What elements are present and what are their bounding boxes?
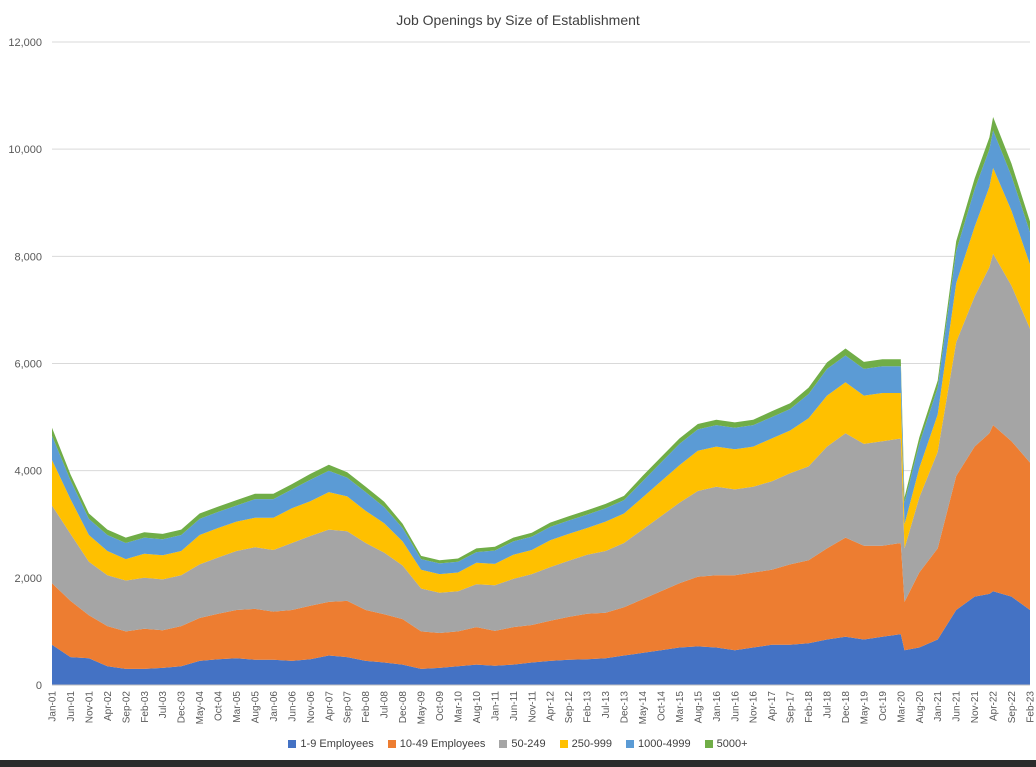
- legend-item: 5000+: [704, 738, 748, 750]
- legend-item: 1-9 Employees: [288, 738, 374, 750]
- x-tick-label: Aug-05: [251, 691, 262, 724]
- x-tick-label: Jun-21: [952, 691, 963, 722]
- x-tick-label: Aug-15: [693, 691, 704, 724]
- x-tick-label: Apr-07: [324, 691, 335, 721]
- legend-label: 10-49 Employees: [399, 738, 486, 750]
- x-tick-label: May-09: [417, 691, 428, 725]
- legend: 1-9 Employees 10-49 Employees 50-249 250-99…: [0, 738, 1036, 750]
- x-tick-label: Aug-20: [915, 691, 926, 724]
- legend-swatch: [559, 740, 568, 748]
- legend-swatch: [704, 740, 713, 748]
- window-bottom-bar: [0, 760, 1036, 767]
- x-tick-label: Apr-02: [103, 691, 114, 721]
- legend-swatch: [288, 740, 297, 748]
- y-tick-label: 8,000: [14, 251, 42, 263]
- x-tick-label: Nov-16: [749, 691, 760, 724]
- x-tick-label: Apr-22: [989, 691, 1000, 721]
- x-tick-label: Mar-20: [896, 691, 907, 723]
- legend-item: 10-49 Employees: [387, 738, 486, 750]
- x-tick-label: Oct-19: [878, 691, 889, 721]
- y-tick-label: 4,000: [14, 466, 42, 478]
- x-tick-label: Nov-06: [306, 691, 317, 724]
- x-tick-label: Oct-04: [214, 691, 225, 721]
- x-tick-label: Feb-13: [583, 691, 594, 723]
- x-tick-label: Dec-08: [398, 691, 409, 724]
- x-tick-label: Dec-03: [177, 691, 188, 724]
- x-tick-label: Mar-10: [454, 691, 465, 723]
- x-tick-label: Nov-01: [84, 691, 95, 724]
- legend-item: 1000-4999: [626, 738, 691, 750]
- x-tick-label: Aug-10: [472, 691, 483, 724]
- x-tick-label: Feb-03: [140, 691, 151, 723]
- legend-label: 1000-4999: [638, 738, 691, 750]
- x-tick-label: Jul-03: [158, 691, 169, 719]
- y-tick-label: 12,000: [8, 37, 42, 49]
- x-tick-label: Dec-13: [620, 691, 631, 724]
- x-tick-label: Sep-12: [564, 691, 575, 724]
- x-tick-label: Nov-21: [970, 691, 981, 724]
- x-tick-label: Mar-05: [232, 691, 243, 723]
- legend-label: 250-999: [571, 738, 613, 750]
- x-tick-label: Nov-11: [527, 691, 538, 723]
- chart-title: Job Openings by Size of Establishment: [396, 12, 640, 28]
- x-tick-label: May-14: [638, 691, 649, 725]
- x-tick-label: Jan-01: [48, 691, 59, 722]
- legend-label: 1-9 Employees: [300, 738, 374, 750]
- y-tick-label: 0: [36, 680, 42, 692]
- series-area: [52, 591, 1030, 685]
- y-tick-label: 6,000: [14, 359, 42, 371]
- x-tick-label: Feb-23: [1026, 691, 1036, 723]
- legend-swatch: [499, 740, 508, 748]
- x-tick-label: Jan-11: [490, 691, 501, 721]
- x-tick-label: Jul-18: [823, 691, 834, 719]
- x-tick-label: Jul-08: [380, 691, 391, 719]
- x-tick-label: Jun-06: [287, 691, 298, 722]
- series-area: [52, 425, 1030, 669]
- y-tick-label: 10,000: [8, 144, 42, 156]
- legend-swatch: [626, 740, 635, 748]
- x-tick-label: Sep-07: [343, 691, 354, 724]
- x-tick-label: Dec-18: [841, 691, 852, 724]
- x-tick-label: Jan-06: [269, 691, 280, 722]
- legend-item: 250-999: [559, 738, 613, 750]
- x-tick-label: Feb-18: [804, 691, 815, 723]
- x-tick-label: Feb-08: [361, 691, 372, 723]
- x-tick-label: Sep-22: [1007, 691, 1018, 724]
- x-tick-label: Jul-13: [601, 691, 612, 719]
- x-tick-label: Jun-01: [66, 691, 77, 722]
- x-tick-label: May-19: [859, 691, 870, 725]
- x-tick-label: Sep-17: [786, 691, 797, 724]
- x-tick-label: Oct-09: [435, 691, 446, 721]
- x-tick-label: Jan-16: [712, 691, 723, 722]
- x-tick-label: Sep-02: [121, 691, 132, 724]
- y-tick-label: 2,000: [14, 573, 42, 585]
- x-tick-label: Jun-16: [730, 691, 741, 722]
- legend-item: 50-249: [499, 738, 546, 750]
- x-tick-label: Jan-21: [933, 691, 944, 722]
- x-tick-label: Apr-12: [546, 691, 557, 721]
- x-tick-label: May-04: [195, 691, 206, 725]
- legend-label: 50-249: [511, 738, 546, 750]
- series-area: [52, 253, 1030, 633]
- legend-label: 5000+: [716, 738, 748, 750]
- x-tick-label: Mar-15: [675, 691, 686, 723]
- legend-swatch: [387, 740, 396, 748]
- x-tick-label: Apr-17: [767, 691, 778, 721]
- x-tick-label: Oct-14: [656, 691, 667, 721]
- x-tick-label: Jun-11: [509, 691, 520, 721]
